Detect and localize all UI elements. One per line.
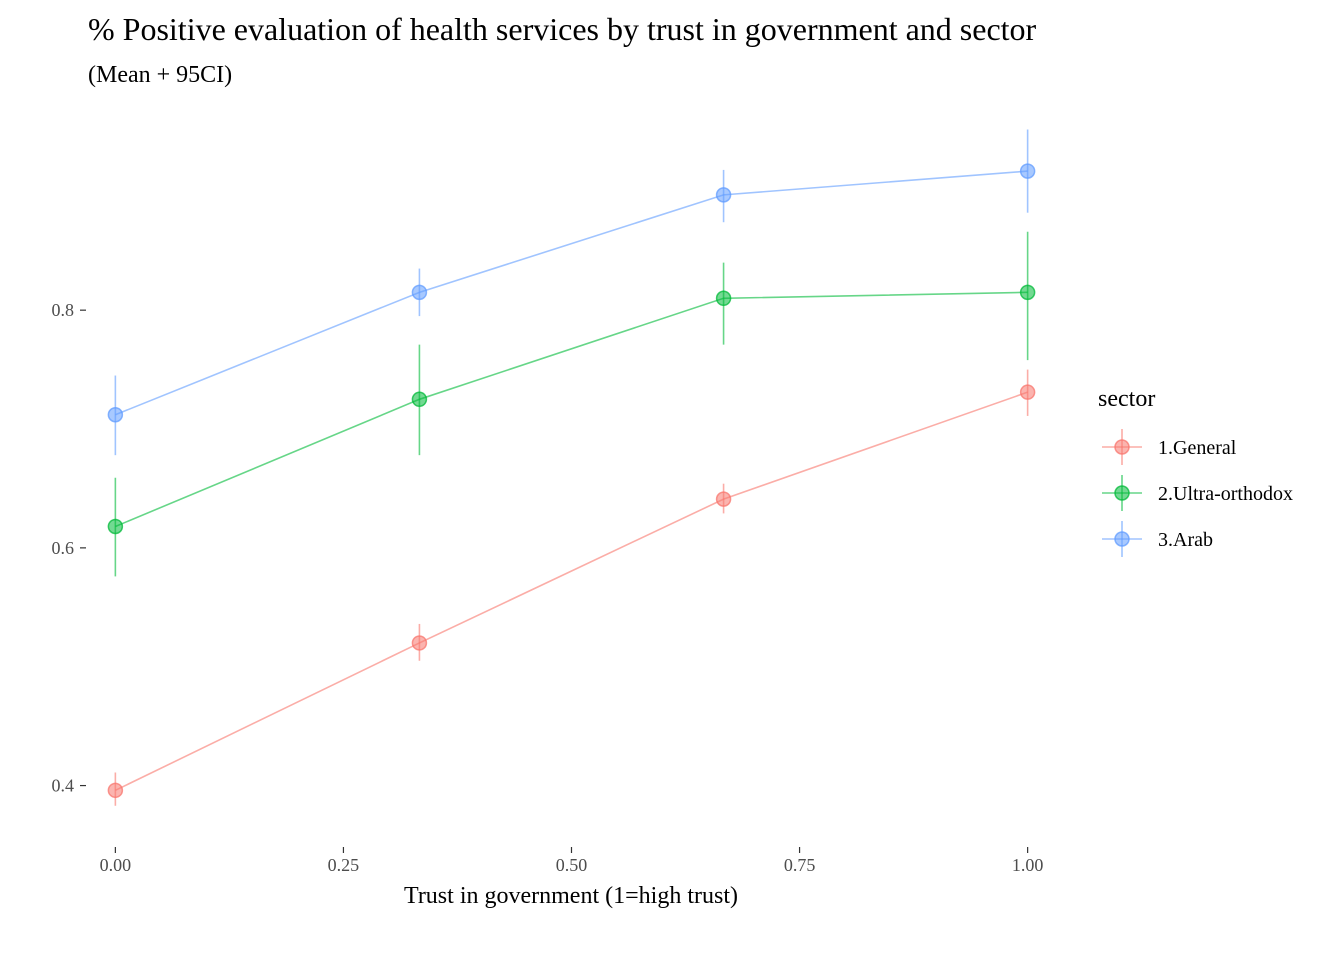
legend-label: 3.Arab: [1158, 529, 1213, 551]
series-line: [115, 170, 1028, 416]
legend-key-point: [1114, 485, 1130, 501]
series-line: [115, 391, 1028, 792]
series-layer: [107, 129, 1036, 806]
data-point: [107, 782, 124, 799]
y-tick-label: 0.4: [52, 776, 75, 796]
x-axis-title: Trust in government (1=high trust): [404, 883, 738, 909]
data-point: [1019, 384, 1036, 400]
data-point: [411, 391, 428, 408]
x-axis: 0.00 0.25 0.50 0.75 1.00: [100, 847, 1044, 875]
series-2: [107, 231, 1036, 577]
data-point: [715, 290, 732, 307]
legend-label: 1.General: [1158, 437, 1237, 459]
x-tick-label: 0.00: [100, 855, 132, 875]
legend-items: 1.General 2.Ultra-orthodox 3.Arab: [1102, 429, 1293, 557]
x-tick-label: 0.50: [556, 855, 588, 875]
data-point: [1019, 284, 1036, 301]
plot-panel: 0.4 0.6 0.8 0.00 0.25 0.50 0.75 1.00: [52, 129, 1044, 875]
legend-title: sector: [1098, 386, 1155, 412]
data-point: [715, 491, 732, 507]
legend-key-point: [1114, 439, 1130, 455]
legend: sector 1.General 2.Ultra-orthodox 3.Arab: [1098, 386, 1293, 557]
chart-subtitle: (Mean + 95CI): [88, 62, 232, 88]
y-tick-label: 0.8: [52, 300, 75, 320]
data-point: [107, 407, 124, 423]
data-point: [107, 518, 124, 535]
data-point: [715, 187, 732, 203]
series-3: [107, 129, 1036, 456]
series-1: [107, 369, 1036, 806]
x-tick-label: 0.75: [784, 855, 816, 875]
x-tick-label: 1.00: [1012, 855, 1044, 875]
legend-item: 3.Arab: [1102, 521, 1213, 557]
legend-label: 2.Ultra-orthodox: [1158, 483, 1293, 505]
series-line: [115, 291, 1028, 528]
x-tick-label: 0.25: [328, 855, 360, 875]
legend-item: 2.Ultra-orthodox: [1102, 475, 1293, 511]
data-point: [411, 284, 428, 301]
legend-item: 1.General: [1102, 429, 1237, 465]
y-axis: 0.4 0.6 0.8: [52, 300, 86, 796]
y-tick-label: 0.6: [52, 538, 75, 558]
chart-title: % Positive evaluation of health services…: [88, 11, 1037, 47]
data-point: [1019, 163, 1036, 179]
legend-key-point: [1114, 531, 1130, 547]
data-point: [411, 635, 428, 651]
